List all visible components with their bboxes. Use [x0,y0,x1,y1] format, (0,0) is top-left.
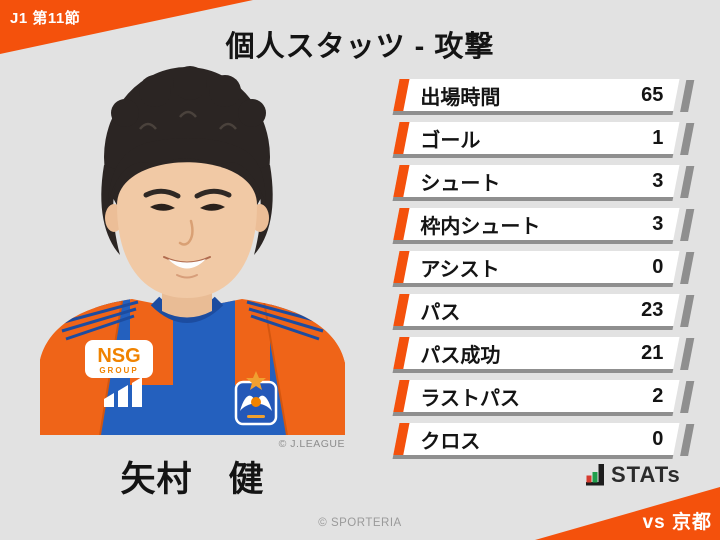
stat-row-inner: 出場時間 65 [396,79,676,111]
stat-row-inner: パス成功 21 [396,337,676,369]
stat-label: クロス [420,430,481,453]
opponent-label: vs 京都 [642,512,712,533]
jersey: NSG GROUP [40,296,345,435]
player-portrait-illustration: NSG GROUP [40,66,345,435]
page-title: 個人スタッツ - 攻撃 [225,31,495,63]
stat-value: 23 [641,298,664,321]
stat-label: パス [420,301,461,324]
stat-row-inner: アシスト 0 [396,251,676,283]
club-crest-icon [234,371,278,426]
stat-value: 2 [652,384,664,407]
stats-list: 出場時間 65 ゴール 1 シュート 3 枠内シュート 3 アシスト 0 パス 23 パス成功 21 ラスト… [392,79,680,466]
stat-label: パス成功 [420,344,501,367]
stat-row: パス 23 [392,294,680,330]
stat-value: 1 [652,126,664,149]
stat-label: ゴール [420,129,481,152]
player-name: 矢村 健 [120,460,265,499]
stat-value: 3 [652,212,664,235]
sponsor-text: NSG [97,345,140,367]
stats-logo-label: STATs [611,462,681,488]
stat-row-inner: シュート 3 [396,165,676,197]
brand-logo-icon [104,377,142,407]
player-photo: NSG GROUP [40,55,345,435]
stat-value: 21 [641,341,664,364]
stat-row: 出場時間 65 [392,79,680,115]
stat-label: 出場時間 [420,86,501,109]
stat-label: 枠内シュート [420,215,541,238]
stat-row: アシスト 0 [392,251,680,287]
stat-row-inner: 枠内シュート 3 [396,208,676,240]
stat-row: パス成功 21 [392,337,680,373]
stat-row-inner: ラストパス 2 [396,380,676,412]
stat-row-inner: パス 23 [396,294,676,326]
face [101,66,273,298]
stat-value: 65 [641,83,664,106]
photo-credit: © J.LEAGUE [278,438,345,450]
stat-row: シュート 3 [392,165,680,201]
matchday-label: J1 第11節 [10,10,81,27]
stat-row: クロス 0 [392,423,680,459]
stat-label: ラストパス [420,387,520,410]
stat-row: ラストパス 2 [392,380,680,416]
stat-row: ゴール 1 [392,122,680,158]
stat-value: 0 [652,427,664,450]
sponsor-subtext: GROUP [99,366,138,375]
stats-logo: STATs [586,463,681,486]
stat-label: シュート [420,172,501,195]
stat-row-inner: クロス 0 [396,423,676,455]
site-credit: © SPORTERIA [318,517,402,529]
bar-chart-icon [586,464,604,486]
sponsor-patch: NSG GROUP [85,340,153,378]
stat-row-inner: ゴール 1 [396,122,676,154]
stat-label: アシスト [420,258,500,281]
stat-row: 枠内シュート 3 [392,208,680,244]
stat-value: 3 [652,169,664,192]
stat-value: 0 [652,255,664,278]
